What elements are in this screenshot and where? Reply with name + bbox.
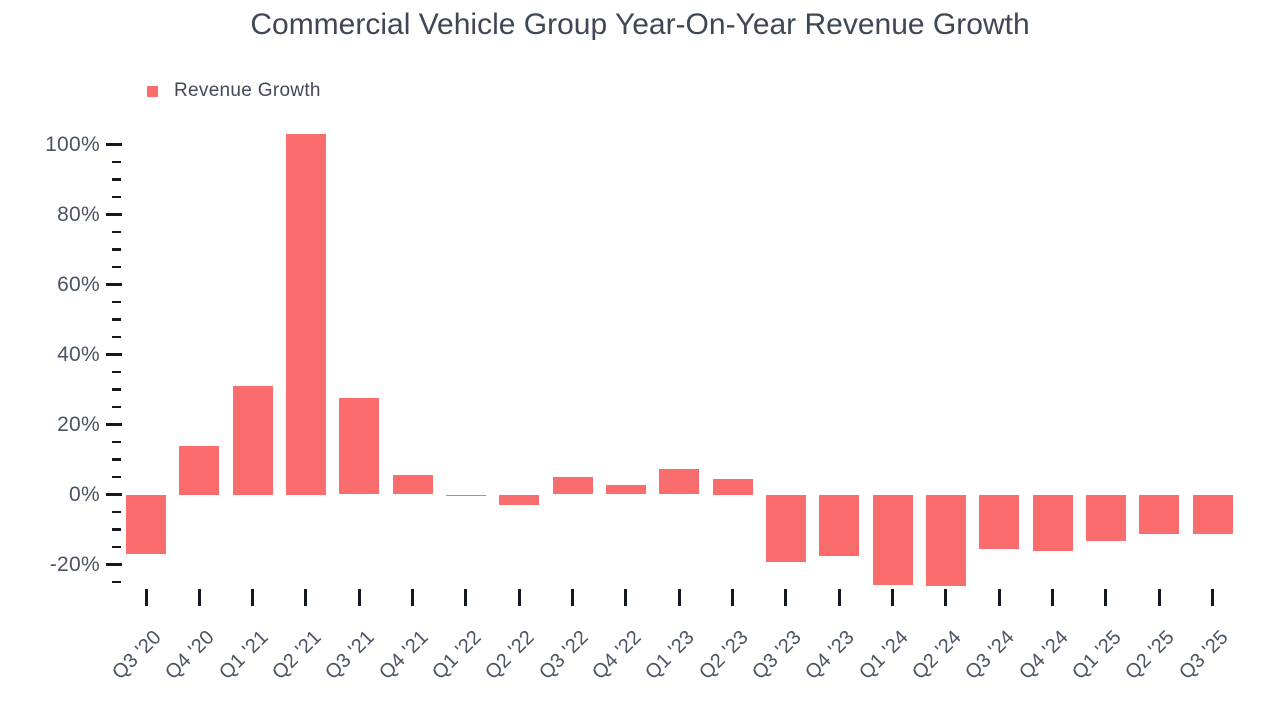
- y-axis-minor-tick: [112, 458, 121, 461]
- y-axis-major-tick: [106, 563, 122, 566]
- y-axis-minor-tick: [112, 528, 121, 531]
- bar: [445, 494, 486, 496]
- bar: [1192, 494, 1233, 534]
- x-axis-tick: [571, 589, 575, 606]
- x-axis-tick: [464, 589, 468, 606]
- bar: [1085, 494, 1126, 542]
- y-axis-major-tick: [106, 213, 122, 216]
- y-axis-minor-tick: [112, 510, 121, 514]
- bar: [1139, 494, 1180, 534]
- bar: [232, 386, 273, 495]
- y-axis-label: 80%: [57, 202, 100, 226]
- y-axis-minor-tick: [112, 388, 121, 391]
- x-axis-tick: [1051, 589, 1055, 606]
- x-axis-tick: [251, 589, 255, 606]
- y-axis-label: 100%: [45, 132, 100, 156]
- y-axis-label: 20%: [57, 412, 100, 436]
- x-axis-tick: [784, 589, 788, 606]
- x-axis-tick: [891, 589, 895, 606]
- y-axis-minor-tick: [112, 195, 121, 199]
- y-axis-major-tick: [106, 493, 122, 496]
- y-axis-minor-tick: [112, 440, 121, 444]
- y-axis-minor-tick: [112, 580, 121, 584]
- x-axis-tick: [944, 589, 948, 606]
- y-axis-minor-tick: [112, 178, 121, 181]
- bar: [285, 134, 326, 495]
- x-axis-tick: [731, 589, 735, 606]
- chart-title: Commercial Vehicle Group Year-On-Year Re…: [250, 8, 1030, 41]
- y-axis-minor-tick: [112, 318, 121, 321]
- bar: [339, 397, 380, 495]
- legend: Revenue Growth: [147, 80, 321, 102]
- bar: [605, 485, 646, 495]
- y-axis-minor-tick: [112, 160, 121, 164]
- legend-label: Revenue Growth: [174, 80, 321, 101]
- bar: [712, 478, 753, 495]
- y-axis-major-tick: [106, 423, 122, 426]
- y-axis-major-tick: [106, 283, 122, 286]
- y-axis-label: 0%: [69, 482, 100, 506]
- x-axis-tick: [517, 589, 521, 606]
- y-axis-major-tick: [106, 143, 122, 146]
- bar: [392, 474, 433, 495]
- y-axis-minor-tick: [112, 248, 121, 251]
- x-axis-tick: [677, 589, 681, 606]
- x-axis-tick: [144, 589, 148, 606]
- x-axis-tick: [624, 589, 628, 606]
- bar: [659, 468, 700, 495]
- x-axis-tick: [1157, 589, 1161, 606]
- x-axis-tick: [357, 589, 361, 606]
- bar: [925, 494, 966, 586]
- bar: [872, 494, 913, 585]
- y-axis-minor-tick: [112, 300, 121, 304]
- x-axis-tick: [997, 589, 1001, 606]
- x-axis-tick: [1211, 589, 1215, 606]
- x-axis-tick: [197, 589, 201, 606]
- x-axis-tick: [411, 589, 415, 606]
- bar: [819, 494, 860, 557]
- y-axis-label: 40%: [57, 342, 100, 366]
- x-axis-tick: [304, 589, 308, 606]
- bar: [1032, 494, 1073, 551]
- bar: [979, 494, 1020, 549]
- y-axis-minor-tick: [112, 230, 121, 234]
- bar: [126, 494, 166, 554]
- y-axis-minor-tick: [112, 335, 121, 339]
- y-axis-minor-tick: [112, 370, 121, 374]
- y-axis-minor-tick: [112, 265, 121, 269]
- bar: [552, 477, 593, 495]
- y-axis-major-tick: [106, 353, 122, 356]
- y-axis-label: -20%: [49, 552, 100, 576]
- bar: [499, 494, 540, 505]
- bar: [765, 494, 806, 563]
- y-axis-minor-tick: [112, 475, 121, 479]
- y-axis-label: 60%: [57, 272, 100, 296]
- y-axis-minor-tick: [112, 545, 121, 549]
- y-axis-minor-tick: [112, 405, 121, 409]
- x-axis-tick: [1104, 589, 1108, 606]
- x-axis-tick: [837, 589, 841, 606]
- legend-swatch-icon: [147, 85, 158, 97]
- bar: [179, 445, 220, 495]
